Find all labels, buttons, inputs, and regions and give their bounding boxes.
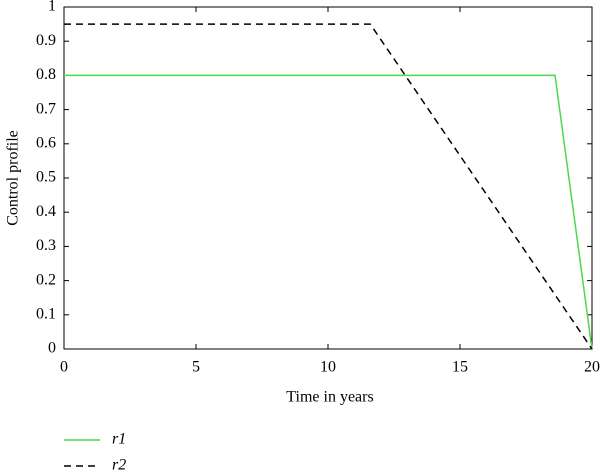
y-axis-label: Control profile <box>5 130 22 226</box>
y-tick-label: 0.5 <box>36 169 56 186</box>
y-tick-label: 1 <box>48 0 56 15</box>
y-tick-label: 0.9 <box>36 32 56 49</box>
x-tick-label: 5 <box>192 359 200 376</box>
y-tick-label: 0.3 <box>36 237 56 254</box>
plot-frame <box>63 6 593 350</box>
y-tick-label: 0 <box>48 340 56 357</box>
y-tick-label: 0.7 <box>36 100 56 117</box>
y-tick-label: 0.4 <box>36 203 56 220</box>
y-tick-label: 0.1 <box>36 305 56 322</box>
series-line <box>64 23 593 350</box>
x-tick-label: 20 <box>584 359 600 376</box>
x-tick-label: 10 <box>320 359 336 376</box>
x-axis-label: Time in years <box>286 389 373 406</box>
legend-label: r2 <box>112 457 126 474</box>
y-tick-label: 0.8 <box>36 66 56 83</box>
series-line <box>64 74 593 350</box>
legend-label: r1 <box>112 431 126 448</box>
y-tick-label: 0.6 <box>36 134 56 151</box>
x-tick-label: 0 <box>60 359 68 376</box>
x-tick-label: 15 <box>452 359 468 376</box>
y-tick-label: 0.2 <box>36 271 56 288</box>
